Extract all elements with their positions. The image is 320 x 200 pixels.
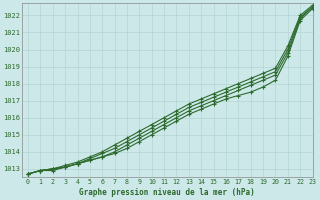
X-axis label: Graphe pression niveau de la mer (hPa): Graphe pression niveau de la mer (hPa) — [79, 188, 255, 197]
